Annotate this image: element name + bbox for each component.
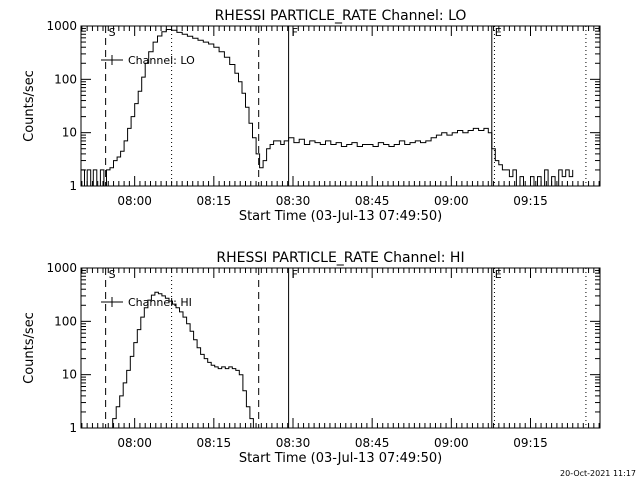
time-marker-label: F: [292, 26, 298, 39]
series-line: [109, 291, 257, 428]
x-tick-label: 08:00: [117, 436, 152, 450]
x-tick-label: 08:30: [276, 194, 311, 208]
x-tick-label: 09:15: [513, 436, 548, 450]
y-tick-label: 10: [62, 126, 77, 140]
x-tick-label: 08:30: [276, 436, 311, 450]
y-tick-label: 10: [62, 368, 77, 382]
y-tick-label: 1000: [46, 261, 77, 275]
x-tick-label: 08:15: [197, 436, 232, 450]
panel-2: RHESSI PARTICLE_RATE Channel: HI 1 10 100 10…: [22, 250, 601, 466]
panel-1: RHESSI PARTICLE_RATE Channel: LO 1 10 100 10…: [22, 8, 601, 224]
time-marker-label: S: [109, 268, 116, 281]
plot-timestamp: 20-Oct-2021 11:17: [560, 469, 636, 478]
chart-title: RHESSI PARTICLE_RATE Channel: HI: [216, 250, 464, 266]
y-axis-label: Counts/sec: [22, 70, 37, 142]
x-tick-label: 08:45: [355, 194, 390, 208]
x-tick-label: 09:00: [434, 194, 469, 208]
y-tick-label: 100: [54, 314, 77, 328]
plot-frame: [80, 25, 601, 187]
time-marker-label: F: [292, 268, 298, 281]
y-tick-label: 1: [69, 179, 77, 193]
x-axis-label: Start Time (03-Jul-13 07:49:50): [239, 451, 442, 466]
y-axis-label: Counts/sec: [22, 312, 37, 384]
x-tick-label: 09:00: [434, 436, 469, 450]
series-line: [81, 29, 574, 186]
y-tick-label: 1: [69, 421, 77, 435]
chart-title: RHESSI PARTICLE_RATE Channel: LO: [215, 8, 467, 24]
x-tick-label: 08:00: [117, 194, 152, 208]
x-tick-label: 08:45: [355, 436, 390, 450]
legend-label: Channel: HI: [128, 296, 192, 309]
time-marker-label: E: [495, 268, 502, 281]
legend-label: Channel: LO: [128, 54, 195, 67]
time-marker-label: S: [109, 26, 116, 39]
x-tick-label: 09:15: [513, 194, 548, 208]
x-axis-label: Start Time (03-Jul-13 07:49:50): [239, 209, 442, 224]
time-marker-label: E: [495, 26, 502, 39]
y-tick-label: 1000: [46, 19, 77, 33]
x-tick-label: 08:15: [197, 194, 232, 208]
y-tick-label: 100: [54, 72, 77, 86]
